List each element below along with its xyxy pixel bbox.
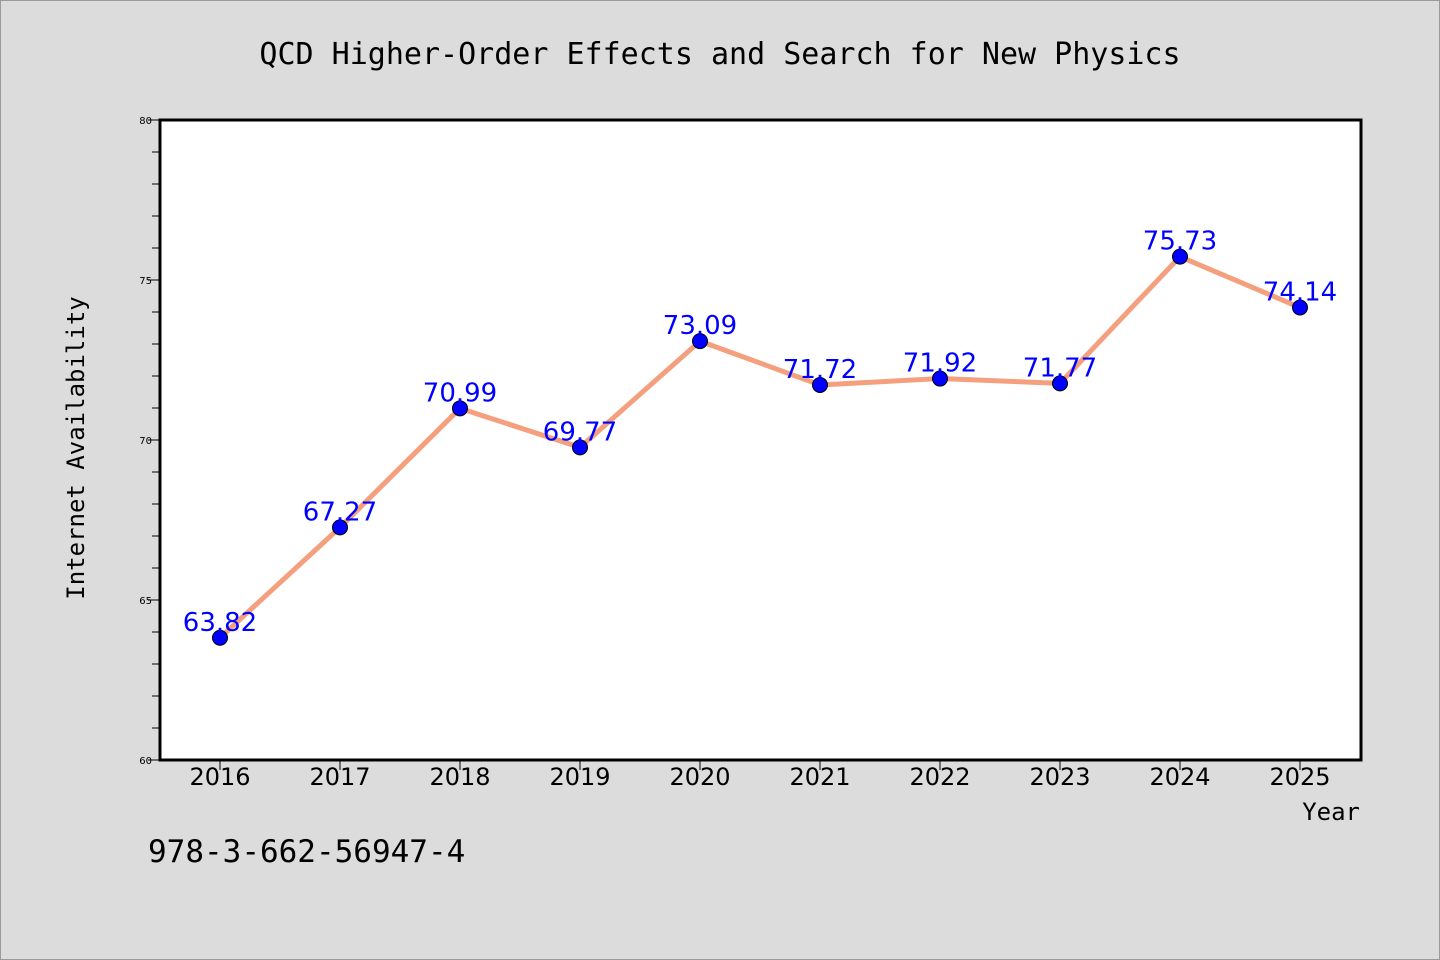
chart-title: QCD Higher-Order Effects and Search for … (259, 37, 1180, 72)
data-label: 75.73 (1143, 227, 1217, 257)
data-label: 71.72 (783, 355, 857, 385)
plot-area (160, 120, 1361, 760)
isbn-text: 978-3-662-56947-4 (148, 834, 466, 870)
marker-layer (212, 248, 1308, 646)
x-tick-label: 2022 (909, 763, 970, 791)
data-point (452, 400, 468, 417)
x-tick-label: 2016 (189, 763, 250, 791)
data-point (572, 439, 588, 456)
data-point (332, 519, 348, 536)
x-tick-label: 2017 (309, 763, 370, 791)
data-label-layer: 63.82 67.27 70.99 69.77 73.09 71.72 71.92 71.77… (183, 227, 1337, 638)
y-tick-label: 70 (139, 436, 152, 447)
data-point (692, 333, 708, 350)
data-label: 70.99 (423, 378, 497, 408)
data-label: 73.09 (663, 311, 737, 341)
data-label: 67.27 (303, 497, 377, 527)
x-tick-labels: 2016 2017 2018 2019 2020 2021 2022 2023 2024 2025 (189, 763, 1330, 791)
x-tick-label: 2019 (549, 763, 610, 791)
data-label: 69.77 (543, 417, 617, 447)
series-layer (217, 254, 1303, 641)
y-tick-label: 60 (139, 756, 152, 767)
y-tick-label: 80 (139, 116, 152, 127)
y-tick-labels: 60 65 70 75 80 (139, 116, 152, 767)
y-axis-label: Internet Availability (62, 296, 90, 599)
x-tick-label: 2024 (1149, 763, 1210, 791)
data-point (812, 376, 828, 393)
data-label: 74.14 (1263, 278, 1337, 308)
plot-border (158, 118, 1363, 762)
x-tick-label: 2025 (1269, 763, 1330, 791)
data-label: 63.82 (183, 608, 257, 638)
data-label: 71.92 (903, 349, 977, 379)
series-line (217, 254, 1303, 641)
data-point (212, 629, 228, 646)
data-point (932, 370, 948, 387)
x-tick-label: 2018 (429, 763, 490, 791)
x-tick-label: 2020 (669, 763, 730, 791)
x-tick-label: 2021 (789, 763, 850, 791)
data-point (1052, 375, 1068, 392)
data-point (1292, 299, 1308, 316)
data-point (1172, 248, 1188, 265)
x-tick-label: 2023 (1029, 763, 1090, 791)
y-tick-label: 75 (139, 276, 152, 287)
x-axis-label: Year (1302, 798, 1360, 826)
data-label: 71.77 (1023, 353, 1097, 383)
y-tick-label: 65 (139, 596, 152, 607)
